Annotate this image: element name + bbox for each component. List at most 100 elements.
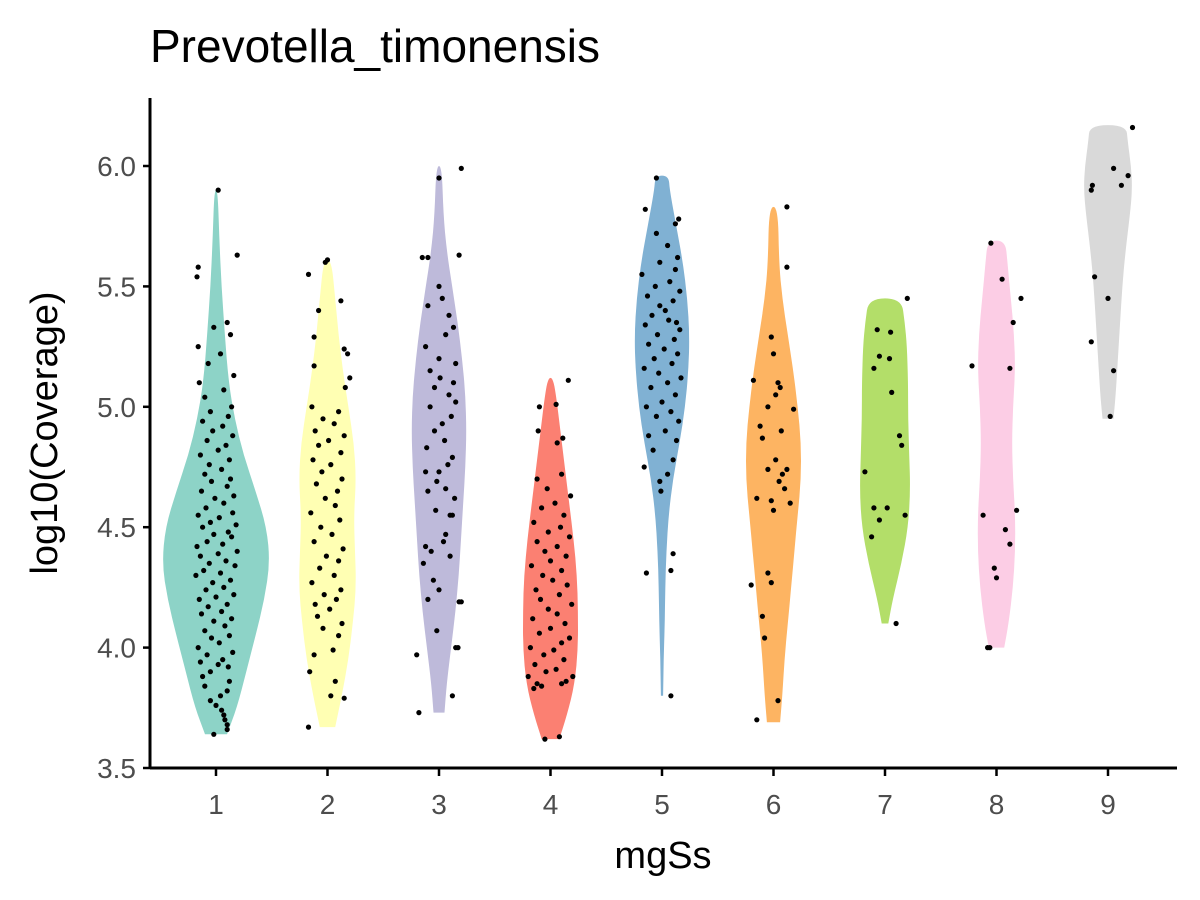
data-point (210, 580, 216, 586)
data-point (436, 356, 442, 362)
data-point (537, 596, 544, 603)
data-point (1007, 365, 1013, 371)
data-point (675, 351, 681, 357)
data-point (770, 507, 777, 513)
data-point (450, 380, 457, 386)
data-point (554, 611, 560, 617)
data-point (328, 462, 334, 468)
chart-title: Prevotella_timonensis (150, 20, 600, 72)
data-point (202, 628, 208, 634)
data-point (226, 678, 232, 684)
data-point (654, 332, 661, 338)
data-point (677, 327, 683, 333)
data-point (221, 712, 227, 718)
data-point (754, 495, 760, 501)
data-point (213, 594, 219, 600)
data-point (559, 681, 565, 687)
y-tick-label: 5.0 (97, 392, 136, 423)
x-tick-label: 6 (766, 789, 782, 820)
data-point (670, 551, 676, 557)
data-point (220, 423, 226, 429)
data-point (338, 450, 344, 456)
y-tick-label: 3.5 (97, 753, 136, 784)
data-point (221, 584, 227, 591)
data-point (677, 288, 683, 294)
data-point (862, 469, 868, 475)
data-point (536, 404, 543, 410)
data-point (316, 307, 322, 314)
data-point (778, 428, 784, 434)
data-point (1089, 182, 1095, 188)
data-point (557, 524, 564, 530)
data-point (216, 640, 222, 646)
data-point (200, 418, 206, 424)
data-point (542, 736, 548, 742)
data-point (443, 332, 449, 338)
x-tick-label: 7 (877, 789, 893, 820)
data-point (318, 524, 324, 530)
data-point (902, 512, 908, 518)
data-point (678, 375, 684, 381)
data-point (659, 399, 665, 405)
data-point (206, 560, 212, 566)
data-point (969, 363, 975, 369)
data-point (651, 356, 657, 362)
data-point (321, 592, 327, 598)
data-point (333, 596, 339, 603)
data-point (665, 380, 671, 386)
violin-5 (634, 175, 690, 696)
points-layer (193, 124, 1136, 742)
data-point (428, 548, 434, 554)
data-point (545, 606, 551, 612)
data-point (775, 698, 781, 704)
data-point (311, 334, 317, 340)
violin-7 (860, 298, 910, 624)
x-tick-label: 8 (989, 789, 1005, 820)
data-point (216, 515, 222, 521)
data-point (419, 254, 425, 261)
data-point (347, 375, 353, 381)
violin-6 (746, 206, 801, 723)
violin-2 (299, 259, 356, 728)
data-point (196, 380, 202, 386)
data-point (775, 380, 781, 386)
data-point (427, 404, 433, 410)
data-point (562, 620, 568, 627)
data-point (884, 505, 890, 511)
data-point (662, 428, 668, 434)
data-point (215, 447, 221, 453)
data-point (233, 522, 239, 528)
data-point (436, 175, 442, 181)
x-axis-title: mgSs (614, 835, 711, 877)
data-point (224, 601, 230, 607)
x-tick-label: 2 (320, 789, 336, 820)
data-point (202, 471, 208, 477)
y-tick-label: 4.5 (97, 512, 136, 543)
data-point (332, 678, 338, 684)
data-point (1111, 165, 1117, 171)
data-point (336, 633, 342, 639)
y-axis-title: log10(Coverage) (24, 291, 66, 574)
data-point (657, 478, 663, 484)
data-point (195, 264, 201, 270)
data-point (425, 303, 431, 309)
data-point (886, 356, 893, 362)
data-point (207, 698, 213, 704)
data-point (331, 421, 337, 427)
y-tick-label: 4.0 (97, 633, 136, 664)
data-point (561, 512, 567, 518)
data-point (205, 604, 211, 610)
data-point (871, 505, 877, 511)
data-point (439, 295, 445, 301)
x-tick-label: 1 (208, 789, 224, 820)
data-point (449, 454, 455, 460)
data-point (224, 319, 230, 326)
data-point (211, 531, 217, 538)
data-point (1118, 182, 1124, 188)
data-point (219, 466, 225, 472)
data-point (339, 476, 345, 482)
data-point (980, 512, 986, 518)
data-point (539, 505, 545, 511)
data-point (307, 669, 313, 675)
data-point (224, 726, 230, 733)
